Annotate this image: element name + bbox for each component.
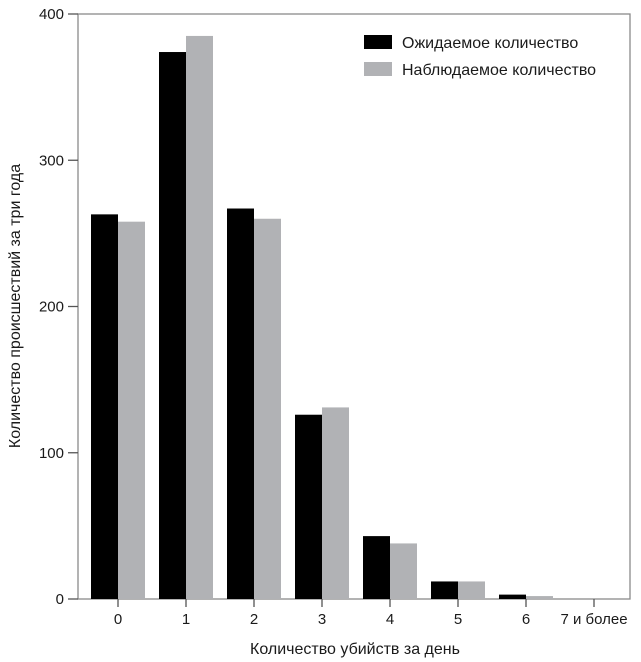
x-tick-label: 1 (182, 611, 190, 628)
x-tick-label: 4 (386, 611, 394, 628)
bar-expected-0 (91, 214, 118, 600)
bar-expected-6 (499, 594, 526, 599)
legend: Ожидаемое количество Наблюдаемое количес… (364, 35, 596, 79)
bar-expected-2 (227, 208, 254, 599)
bar-observed-5 (458, 581, 485, 599)
bar-observed-3 (322, 407, 349, 599)
y-tick-label: 0 (56, 591, 64, 608)
x-tick-label: 0 (114, 611, 122, 628)
y-tick-label: 200 (39, 299, 64, 316)
legend-label-expected: Ожидаемое количество (402, 35, 578, 52)
bar-observed-6 (526, 596, 553, 599)
legend-label-observed: Наблюдаемое количество (402, 62, 596, 79)
bar-expected-4 (363, 536, 390, 599)
bar-expected-1 (159, 52, 186, 599)
y-axis-label: Количество происшествий за три года (7, 164, 24, 448)
legend-swatch-observed (364, 62, 392, 76)
bar-observed-0 (118, 221, 145, 600)
bar-expected-3 (295, 414, 322, 599)
x-axis-label: Количество убийств за день (250, 641, 460, 658)
y-tick-label: 400 (39, 6, 64, 23)
bar-observed-2 (254, 218, 281, 599)
y-tick-label: 300 (39, 152, 64, 169)
x-tick-label: 2 (250, 611, 258, 628)
bar-expected-5 (431, 581, 458, 599)
x-tick-label: 5 (454, 611, 462, 628)
y-tick-label: 100 (39, 445, 64, 462)
bar-observed-1 (186, 35, 213, 599)
legend-swatch-expected (364, 35, 392, 49)
x-tick-label: 7 и более (560, 611, 627, 628)
bar-observed-4 (390, 543, 417, 599)
x-tick-label: 6 (522, 611, 530, 628)
x-tick-label: 3 (318, 611, 326, 628)
